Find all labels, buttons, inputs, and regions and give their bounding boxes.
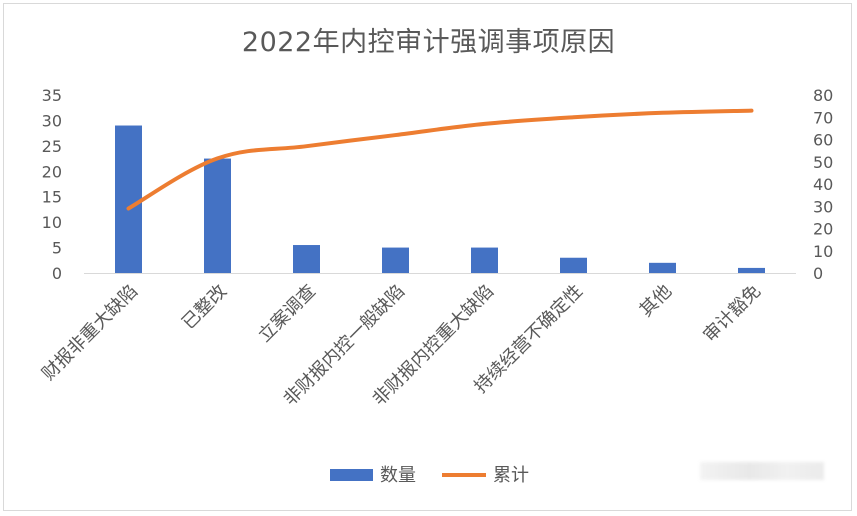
y-right-tick-label: 30 (813, 197, 833, 216)
category-label: 财报非重大缺陷 (38, 281, 142, 385)
legend: 数量 累计 (330, 465, 529, 486)
y-right-tick-label: 50 (813, 153, 833, 172)
y-axis-left: 0 5 10 15 20 25 30 35 (42, 86, 62, 283)
y-left-tick-label: 10 (42, 213, 62, 232)
bar (293, 245, 320, 273)
watermark-blur (700, 462, 824, 480)
category-label: 已整改 (178, 281, 231, 334)
line-series (126, 108, 754, 211)
y-left-tick-label: 0 (52, 264, 62, 283)
y-left-tick-label: 5 (52, 239, 62, 258)
x-axis-categories: 财报非重大缺陷 已整改 立案调查非财报内控一般缺陷非财报内控重大缺陷持续经营不确定性… (38, 281, 765, 410)
y-right-tick-label: 60 (813, 131, 833, 150)
legend-swatch-bar (330, 469, 373, 481)
y-right-tick-label: 80 (813, 86, 833, 105)
y-left-tick-label: 20 (42, 162, 62, 181)
y-left-tick-label: 15 (42, 188, 62, 207)
y-right-tick-label: 70 (813, 108, 833, 127)
category-label: 其他 (636, 281, 676, 321)
bar-series (115, 125, 765, 273)
y-right-tick-label: 10 (813, 242, 833, 261)
y-left-tick-label: 25 (42, 137, 62, 156)
y-right-tick-label: 0 (813, 264, 823, 283)
category-label: 立案调查 (254, 281, 320, 347)
chart-title: 2022年内控审计强调事项原因 (241, 27, 616, 58)
y-right-tick-label: 40 (813, 175, 833, 194)
y-left-tick-label: 35 (42, 86, 62, 105)
bar (738, 267, 765, 273)
category-label: 审计豁免 (699, 281, 765, 347)
bar (471, 247, 498, 273)
y-right-tick-label: 20 (813, 220, 833, 239)
y-left-tick-label: 30 (42, 111, 62, 130)
bar (560, 257, 587, 273)
legend-label-bar: 数量 (380, 465, 416, 486)
bar (382, 247, 409, 273)
bar (115, 125, 142, 273)
bar (649, 262, 676, 273)
bar (204, 158, 231, 273)
chart-frame (3, 3, 852, 511)
y-axis-right: 0 10 20 30 40 50 60 70 80 (813, 86, 833, 283)
legend-label-line: 累计 (493, 465, 529, 486)
